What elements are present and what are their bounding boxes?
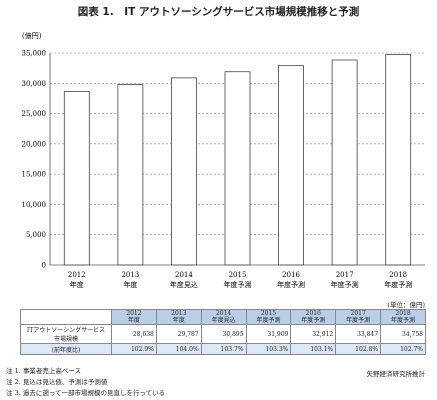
x-tick-label: 年度予測 (331, 280, 359, 289)
table-header-line: 年度 (127, 317, 140, 324)
bar (385, 54, 412, 266)
y-tick-label: 20,000 (22, 140, 47, 148)
figure-title: 図表 1. IT アウトソーシングサービス市場規模推移と予測 (77, 6, 360, 18)
source-credit: 矢野経済研究所推計 (366, 370, 426, 378)
table-header-line: 2016 (305, 310, 321, 317)
table-header-line: 2017 (350, 310, 366, 317)
data-table: 2012 年度 2013 年度 2014 年度見込 2015 年度予測 2016 年度予測 2017… (20, 309, 426, 355)
table-header-line: 年度予測 (301, 317, 326, 324)
y-tick-label: 30,000 (22, 80, 47, 88)
table-header-line: 年度見込 (211, 317, 236, 324)
table-row-market-size: ITアウトソーシングサービス 市場規模 28,638 29,787 30,895 31… (20, 324, 426, 344)
gridlines (50, 52, 425, 236)
table-cell-value: 28,638 (111, 324, 157, 344)
table-header-cell: 2015 年度予測 (245, 309, 292, 325)
table-header-line: 年度予測 (346, 317, 371, 324)
row-label-line-2: 市場規模 (53, 336, 78, 343)
table-cell-growth: 103.3% (245, 343, 292, 355)
table-header-line: 2012 (126, 310, 142, 317)
table-cell-growth: 102.7% (380, 343, 426, 355)
bar (63, 91, 90, 266)
table-cell-growth: 102.8% (335, 343, 382, 355)
table-cell-growth: 102.9% (111, 343, 157, 355)
table-cell-value: 32,912 (290, 324, 337, 344)
y-tick-label: 10,000 (22, 201, 47, 209)
y-tick-label: 5,000 (26, 231, 46, 239)
x-tick-label: 年度 (123, 280, 137, 289)
y-tick-labels: 0 5,000 10,000 15,000 20,000 25,000 30,000 35,0… (22, 50, 47, 270)
bar (331, 59, 358, 266)
table-row-label: ITアウトソーシングサービス 市場規模 (20, 324, 112, 344)
bar-chart: (億円) 0 5,000 10,000 15,000 20,000 25,000 30,00… (22, 31, 425, 289)
x-tick-label: 年度見込 (170, 280, 198, 289)
table-corner-cell (20, 309, 112, 325)
table-header-line: 2013 (171, 310, 187, 317)
table-cell-growth: 104.0% (155, 343, 202, 355)
x-tick-label: 2014 (175, 271, 193, 279)
table-header-line: 2015 (260, 310, 277, 317)
x-tick-label: 2016 (282, 271, 300, 279)
table-header-cell: 2013 年度 (155, 309, 202, 325)
note-2: 注 2. 見込は見込値、予測は予測値 (6, 378, 108, 386)
table-cell-value: 30,895 (200, 324, 247, 344)
table-cell-value: 31,909 (245, 324, 292, 344)
table-cell-value: 33,847 (335, 324, 382, 344)
y-tick-label: 15,000 (22, 171, 47, 179)
y-tick-label: 35,000 (22, 50, 47, 58)
bar (117, 84, 144, 266)
bars (63, 54, 412, 266)
x-tick-label: 2013 (121, 271, 139, 279)
y-tick-label: 0 (42, 262, 46, 270)
table-growth-label: (前年度比) (20, 343, 112, 355)
row-label-line-1: ITアウトソーシングサービス (26, 327, 106, 334)
table-header-line: 年度 (172, 317, 185, 324)
note-1: 注 1. 事業者売上高ベース (6, 367, 82, 375)
note-3: 注 3. 過去に遡って一部市場規模の見直しを行っている (6, 389, 166, 397)
table-unit: (単位：億円) (387, 301, 425, 309)
x-tick-label: 年度予測 (277, 280, 305, 289)
x-tick-labels: 2012年度2013年度2014年度見込2015年度予測2016年度予測2017… (68, 271, 412, 289)
table-header-line: 2018 (395, 310, 411, 317)
table-cell-value: 34,758 (380, 324, 426, 344)
x-tick-label: 2017 (336, 271, 354, 279)
table-header-line: 年度予測 (391, 317, 416, 324)
table-header-cell: 2017 年度予測 (335, 309, 382, 325)
bar (224, 71, 251, 266)
table-header-line: 2014 (215, 310, 232, 317)
bar (278, 65, 304, 266)
table-header-cell: 2016 年度予測 (290, 309, 337, 325)
x-tick-label: 2015 (229, 271, 247, 279)
table-cell-growth: 103.1% (290, 343, 337, 355)
y-axis-unit: (億円) (22, 31, 42, 40)
table-header-cell: 2018 年度予測 (380, 309, 426, 325)
table-row-growth: (前年度比) 102.9% 104.0% 103.7% 103.3% 103.1% 102… (20, 343, 426, 355)
table-header-row: 2012 年度 2013 年度 2014 年度見込 2015 年度予測 2016 年度予測 2017… (20, 309, 426, 325)
table-header-line: 年度予測 (256, 317, 281, 324)
bar (171, 77, 197, 266)
x-tick-label: 2012 (68, 271, 86, 279)
notes: 注 1. 事業者売上高ベース 注 2. 見込は見込値、予測は予測値 注 3. 過… (6, 366, 165, 399)
x-tick-label: 年度 (70, 280, 84, 289)
y-tick-label: 25,000 (22, 110, 47, 118)
table-header-cell: 2014 年度見込 (200, 309, 247, 325)
table-cell-value: 29,787 (155, 324, 202, 344)
x-tick-label: 年度予測 (384, 280, 412, 289)
x-tick-label: 年度予測 (224, 280, 252, 289)
table-cell-growth: 103.7% (200, 343, 247, 355)
table-header-cell: 2012 年度 (111, 309, 157, 325)
x-tick-label: 2018 (389, 271, 407, 279)
